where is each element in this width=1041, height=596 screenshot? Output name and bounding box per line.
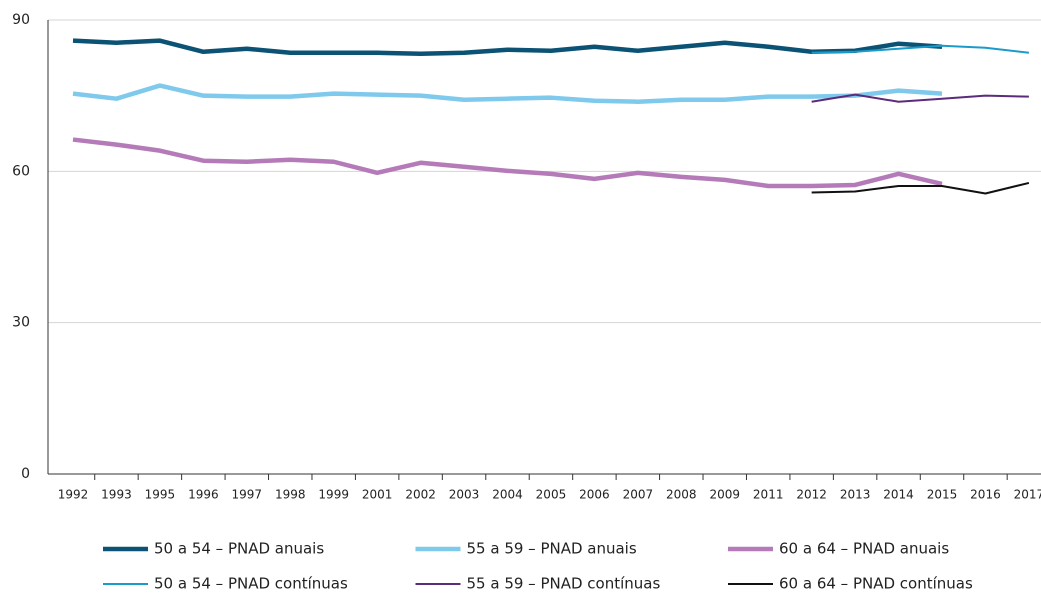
x-tick-label: 1996 — [188, 488, 219, 502]
x-tick-label: 2017 — [1014, 488, 1041, 502]
y-tick-label: 30 — [12, 315, 30, 331]
x-tick-label: 2005 — [536, 488, 567, 502]
x-tick-label: 2009 — [709, 488, 740, 502]
x-tick-label: 1997 — [232, 488, 263, 502]
series-line — [811, 44, 1030, 54]
x-tick-label: 2011 — [753, 488, 784, 502]
x-tick-label: 2002 — [405, 488, 436, 502]
x-tick-label: 2003 — [449, 488, 480, 502]
x-tick-label: 1992 — [58, 488, 89, 502]
x-tick-label: 1993 — [101, 488, 132, 502]
x-tick-label: 2008 — [666, 488, 697, 502]
legend-label: 60 a 64 – PNAD anuais — [779, 540, 949, 558]
x-tick-label: 1995 — [145, 488, 176, 502]
series-line — [811, 181, 1030, 195]
x-tick-label: 2001 — [362, 488, 393, 502]
x-tick-label: 2016 — [970, 488, 1001, 502]
y-tick-label: 0 — [21, 466, 30, 482]
legend-label: 55 a 59 – PNAD anuais — [467, 540, 637, 558]
x-tick-label: 2015 — [927, 488, 958, 502]
x-tick-label: 2004 — [492, 488, 523, 502]
series-line — [72, 137, 943, 189]
legend-label: 50 a 54 – PNAD contínuas — [154, 575, 348, 593]
x-tick-label: 1999 — [318, 488, 349, 502]
series-line — [72, 83, 943, 104]
x-tick-label: 2014 — [883, 488, 914, 502]
x-tick-label: 2013 — [840, 488, 871, 502]
legend-label: 50 a 54 – PNAD anuais — [154, 540, 324, 558]
series-line — [72, 38, 943, 57]
y-tick-label: 60 — [12, 163, 30, 179]
x-tick-label: 2006 — [579, 488, 610, 502]
legend-label: 60 a 64 – PNAD contínuas — [779, 575, 973, 593]
y-tick-label: 90 — [12, 12, 30, 28]
legend-label: 55 a 59 – PNAD contínuas — [467, 575, 661, 593]
x-tick-label: 2007 — [623, 488, 654, 502]
x-tick-label: 2012 — [796, 488, 827, 502]
x-tick-label: 1998 — [275, 488, 306, 502]
series-line — [811, 93, 1029, 103]
